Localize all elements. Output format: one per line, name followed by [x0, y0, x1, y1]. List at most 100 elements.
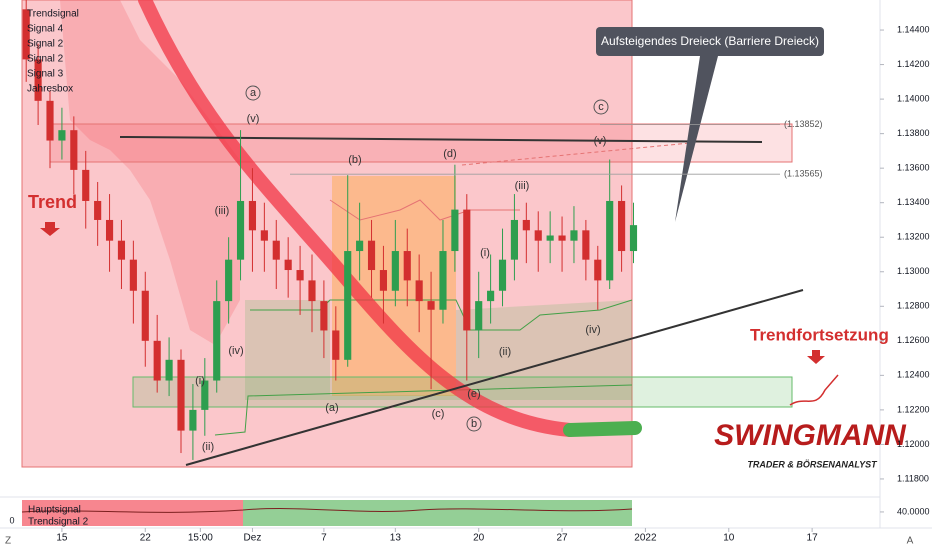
candle-body	[344, 251, 352, 360]
candle-body	[356, 240, 364, 252]
candles	[22, 0, 638, 460]
ui-button[interactable]: Z	[5, 536, 11, 547]
wave-label: (iv)	[585, 324, 600, 336]
y-tick-label: 1.11800	[897, 473, 929, 483]
x-tick-label: 15	[56, 533, 68, 544]
x-tick-label: Dez	[244, 533, 262, 544]
candle-body	[236, 200, 245, 260]
candle-body	[582, 230, 590, 260]
wave-label: (i)	[480, 247, 490, 259]
candle-body	[427, 301, 435, 310]
candle-body	[391, 251, 399, 291]
indicator-tick-label: 40.0000	[897, 506, 930, 516]
candle-body	[94, 200, 102, 220]
candle-body	[451, 209, 459, 252]
candle-body	[403, 251, 411, 281]
trend-curve	[563, 421, 642, 437]
candle-body	[141, 290, 149, 341]
candle-body	[546, 235, 554, 241]
candle-body	[248, 200, 257, 231]
resistance-zone	[49, 123, 793, 163]
x-tick-label: 22	[140, 533, 152, 544]
y-tick-label: 1.14400	[897, 24, 930, 34]
candle-body	[153, 340, 161, 381]
wave-degree-label: b	[471, 418, 477, 430]
indicator-line	[21, 508, 633, 513]
candle-body	[129, 259, 137, 291]
x-tick-label: 17	[807, 533, 819, 544]
callout-text: Aufsteigendes Dreieck (Barriere Dreieck)	[601, 34, 819, 48]
price-level-label: (1.13852)	[784, 119, 823, 129]
x-tick-label: 10	[723, 533, 735, 544]
wave-label: (b)	[348, 154, 361, 166]
wave-degree-circle	[593, 99, 609, 115]
candle-body	[498, 259, 507, 291]
indicator-name: Signal 4	[27, 24, 64, 35]
candle-body	[475, 301, 483, 331]
y-tick-label: 1.12600	[897, 335, 930, 345]
candle-body	[308, 280, 316, 302]
wave-label: (a)	[325, 402, 338, 414]
y-tick-label: 1.13400	[897, 197, 930, 207]
candle-body	[463, 209, 471, 331]
wave-degree-circle	[466, 416, 482, 432]
callout-pointer	[675, 56, 718, 222]
support-trendline	[185, 289, 804, 466]
y-tick-label: 1.12000	[897, 439, 930, 449]
candle-body	[594, 259, 602, 281]
candle-body	[439, 251, 447, 310]
candle-body	[606, 200, 614, 281]
ui-button[interactable]: A	[907, 536, 914, 547]
wave-label: (v)	[247, 113, 260, 125]
wave-degree-label: a	[250, 87, 257, 99]
dashed-line	[461, 142, 691, 166]
candle-body	[510, 219, 518, 260]
indicator-name: Signal 2	[27, 39, 64, 50]
x-tick-label: 27	[556, 533, 568, 544]
callout-box	[596, 27, 824, 56]
indicator-name: Trendsignal	[27, 9, 79, 20]
x-tick-label: 7	[321, 533, 327, 544]
candle-body	[558, 235, 566, 241]
candle-body	[82, 169, 90, 201]
x-tick-label: 20	[473, 533, 485, 544]
y-tick-label: 1.13800	[897, 128, 930, 138]
signal-line	[214, 384, 633, 436]
wave-label: (iii)	[215, 205, 230, 217]
candle-body	[225, 259, 233, 302]
trend-curve	[138, 0, 577, 437]
wave-label: (e)	[467, 388, 480, 400]
candle-body	[189, 409, 197, 431]
indicator-name: Signal 2	[27, 54, 64, 65]
wave-degree-circle	[245, 85, 261, 101]
indicator-bg-red	[22, 500, 243, 526]
x-tick-label: 15:00	[188, 533, 213, 544]
candle-body	[165, 359, 173, 381]
candle-body	[46, 100, 54, 141]
candle-body	[105, 219, 114, 241]
y-tick-label: 1.14200	[897, 59, 930, 69]
candle-body	[22, 9, 30, 60]
indicator-bg-green	[243, 500, 632, 526]
candle-body	[201, 380, 209, 410]
wave-label: (d)	[443, 148, 456, 160]
candle-body	[260, 230, 268, 241]
candle-body	[58, 130, 66, 141]
continuation-label: Trendfortsetzung	[750, 325, 889, 344]
indicator-label: Hauptsignal	[28, 505, 81, 516]
indicator-label: Trendsignal 2	[28, 517, 89, 528]
candle-body	[296, 270, 304, 281]
x-tick-label: 2022	[634, 533, 657, 544]
y-tick-label: 1.12200	[897, 404, 930, 414]
candle-body	[629, 225, 638, 252]
wave-label: (ii)	[499, 346, 511, 358]
resistance-line	[119, 136, 763, 143]
x-tick-label: 13	[390, 533, 402, 544]
wave-label: (iii)	[515, 180, 530, 192]
arrow	[40, 222, 60, 236]
candle-body	[320, 301, 328, 331]
candle-body	[415, 280, 423, 302]
